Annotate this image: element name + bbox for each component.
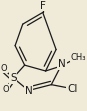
Text: O: O [2, 85, 9, 94]
Text: Cl: Cl [67, 84, 77, 94]
Text: S: S [10, 73, 17, 83]
Text: N: N [58, 59, 66, 69]
Text: O: O [0, 64, 7, 73]
Text: N: N [25, 85, 32, 95]
Text: CH₃: CH₃ [70, 53, 86, 62]
Text: F: F [40, 1, 46, 11]
